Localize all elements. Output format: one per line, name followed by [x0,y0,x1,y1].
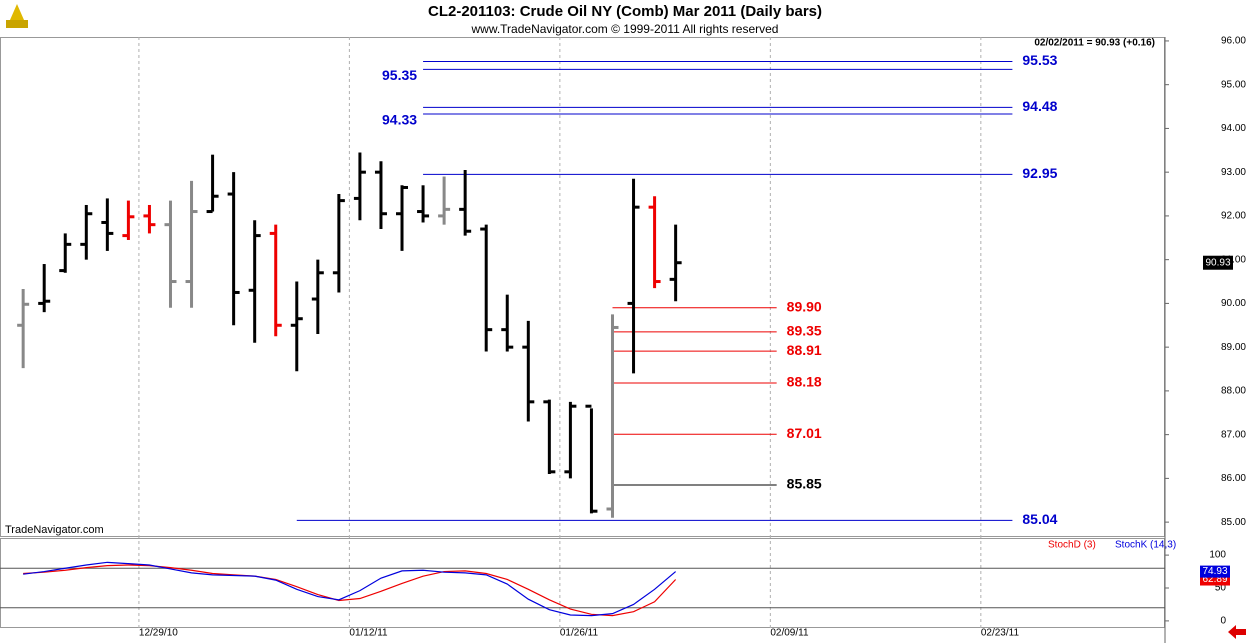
level-label: 92.95 [1022,165,1057,181]
legend-entry: StochK (14,3) [1115,540,1176,551]
x-tick-label: 02/23/11 [981,628,1020,639]
level-label: 89.90 [787,298,822,314]
y-tick-label: 91.00 [1221,254,1246,265]
last-price-label: 90.93 [1205,257,1230,268]
stoch-line [23,561,677,617]
y-tick-label: 88.00 [1221,386,1246,397]
last-value-label: 74.93 [1202,566,1227,577]
level-label: 89.35 [787,323,822,339]
legend-entry: StochD (3) [1048,540,1096,551]
level-label: 85.85 [787,476,822,492]
x-tick-label: 01/26/11 [560,628,599,639]
level-label: 95.35 [382,67,417,83]
y-tick-label: 0 [1220,616,1226,627]
x-tick-label: 02/09/11 [770,628,809,639]
watermark: TradeNavigator.com [5,524,104,536]
y-tick-label: 85.00 [1221,517,1246,528]
y-tick-label: 96.00 [1221,36,1246,47]
y-tick-label: 90.00 [1221,298,1246,309]
y-tick-label: 95.00 [1221,79,1246,90]
level-label: 85.04 [1022,511,1057,527]
y-tick-label: 87.00 [1221,429,1246,440]
y-tick-label: 86.00 [1221,473,1246,484]
level-label: 88.18 [787,374,822,390]
level-label: 87.01 [787,425,822,441]
x-tick-label: 12/29/10 [139,628,178,639]
y-tick-label: 50 [1215,583,1227,594]
last-price-box [1203,255,1233,270]
y-tick-label: 93.00 [1221,167,1246,178]
stoch-line [23,564,677,617]
level-label: 94.33 [382,112,417,128]
y-tick-label: 94.00 [1221,123,1246,134]
level-label: 94.48 [1022,98,1057,114]
y-tick-label: 100 [1209,550,1226,561]
chart-subtitle: www.TradeNavigator.com © 1999-2011 All r… [471,22,779,36]
y-tick-label: 92.00 [1221,211,1246,222]
status-text: 02/02/2011 = 90.93 (+0.16) [1034,38,1155,49]
x-tick-label: 01/12/11 [349,628,388,639]
chart-title: CL2-201103: Crude Oil NY (Comb) Mar 2011… [428,3,822,20]
y-tick-label: 89.00 [1221,342,1246,353]
logo [6,4,28,28]
scroll-arrow[interactable] [1228,625,1246,639]
level-label: 88.91 [787,342,822,358]
last-value-box [1200,565,1230,578]
level-label: 95.53 [1022,52,1057,68]
last-value-label: 62.89 [1202,574,1227,585]
